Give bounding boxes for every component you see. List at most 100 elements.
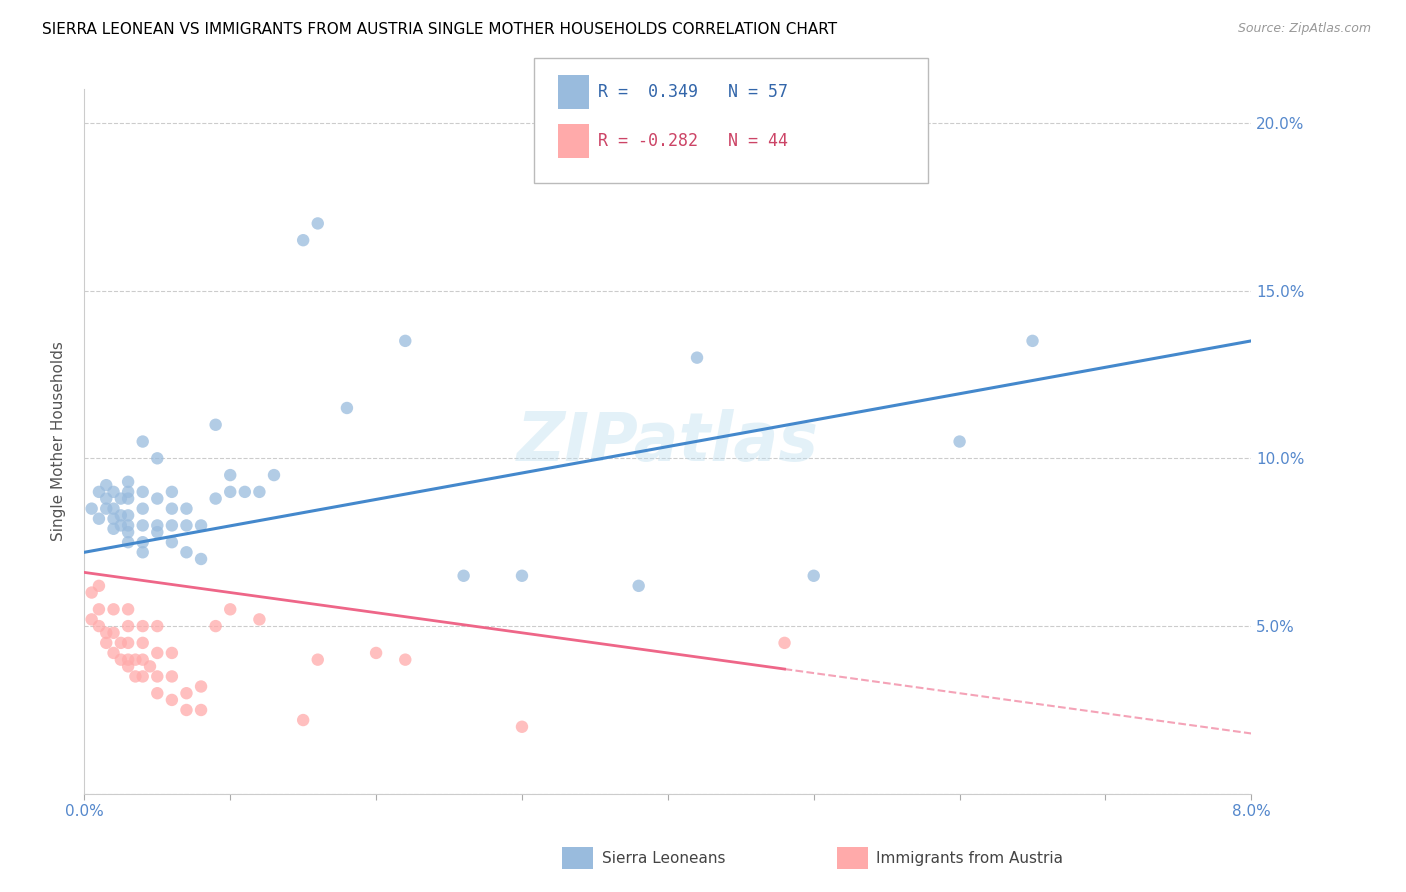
Point [110, 508, 132, 523]
Point [510, 568, 533, 582]
Point [124, 669, 146, 683]
Point [96, 478, 118, 492]
Point [263, 468, 285, 483]
Point [103, 512, 125, 526]
Y-axis label: Single Mother Households: Single Mother Households [51, 342, 66, 541]
Point [80, 501, 103, 516]
Point [233, 484, 256, 499]
Point [160, 646, 183, 660]
Point [96, 636, 118, 650]
Point [219, 602, 242, 616]
Point [453, 568, 475, 582]
Point [176, 501, 198, 516]
Point [87, 602, 110, 616]
Point [87, 619, 110, 633]
Point [87, 579, 110, 593]
Point [80, 612, 103, 626]
Point [96, 491, 118, 506]
Point [146, 491, 169, 506]
Point [803, 568, 825, 582]
Point [394, 653, 416, 667]
Point [219, 468, 242, 483]
Point [117, 636, 139, 650]
Point [949, 434, 972, 449]
Point [146, 669, 169, 683]
Text: ZIPatlas: ZIPatlas [517, 409, 818, 475]
Point [146, 451, 169, 466]
Point [132, 653, 155, 667]
Point [176, 686, 198, 700]
Point [132, 484, 155, 499]
Point [146, 619, 169, 633]
Point [117, 602, 139, 616]
Point [117, 508, 139, 523]
Point [394, 334, 416, 348]
Point [146, 525, 169, 540]
Point [307, 653, 329, 667]
Point [510, 720, 533, 734]
Point [124, 653, 146, 667]
Point [132, 545, 155, 559]
Point [132, 535, 155, 549]
Point [132, 518, 155, 533]
Point [117, 525, 139, 540]
Point [110, 636, 132, 650]
Point [132, 619, 155, 633]
Text: Source: ZipAtlas.com: Source: ZipAtlas.com [1237, 22, 1371, 36]
Point [103, 484, 125, 499]
Point [117, 659, 139, 673]
Point [146, 518, 169, 533]
Point [103, 646, 125, 660]
Point [160, 693, 183, 707]
Point [627, 579, 650, 593]
Point [132, 434, 155, 449]
Point [219, 484, 242, 499]
Point [96, 625, 118, 640]
Point [110, 491, 132, 506]
Text: R = -0.282   N = 44: R = -0.282 N = 44 [598, 132, 787, 150]
Point [117, 535, 139, 549]
Point [292, 233, 315, 247]
Point [80, 585, 103, 599]
Point [336, 401, 359, 415]
Point [103, 522, 125, 536]
Text: Sierra Leoneans: Sierra Leoneans [602, 851, 725, 865]
Point [146, 646, 169, 660]
Point [160, 518, 183, 533]
Point [190, 552, 212, 566]
Point [176, 545, 198, 559]
Point [139, 659, 162, 673]
Point [160, 535, 183, 549]
Text: R =  0.349   N = 57: R = 0.349 N = 57 [598, 83, 787, 101]
Point [773, 636, 796, 650]
Point [117, 491, 139, 506]
Point [117, 653, 139, 667]
Point [190, 518, 212, 533]
Point [1021, 334, 1043, 348]
Point [117, 619, 139, 633]
Text: SIERRA LEONEAN VS IMMIGRANTS FROM AUSTRIA SINGLE MOTHER HOUSEHOLDS CORRELATION C: SIERRA LEONEAN VS IMMIGRANTS FROM AUSTRI… [42, 22, 838, 37]
Point [176, 518, 198, 533]
Point [204, 619, 226, 633]
Point [160, 669, 183, 683]
Point [103, 625, 125, 640]
Point [176, 703, 198, 717]
Point [686, 351, 709, 365]
Point [87, 512, 110, 526]
Point [160, 484, 183, 499]
Point [110, 518, 132, 533]
Point [366, 646, 388, 660]
Point [204, 491, 226, 506]
Point [132, 501, 155, 516]
Text: Immigrants from Austria: Immigrants from Austria [876, 851, 1063, 865]
Point [87, 484, 110, 499]
Point [132, 669, 155, 683]
Point [132, 636, 155, 650]
Point [292, 713, 315, 727]
Point [190, 703, 212, 717]
Point [146, 686, 169, 700]
Point [204, 417, 226, 432]
Point [249, 484, 271, 499]
Point [103, 501, 125, 516]
Point [117, 484, 139, 499]
